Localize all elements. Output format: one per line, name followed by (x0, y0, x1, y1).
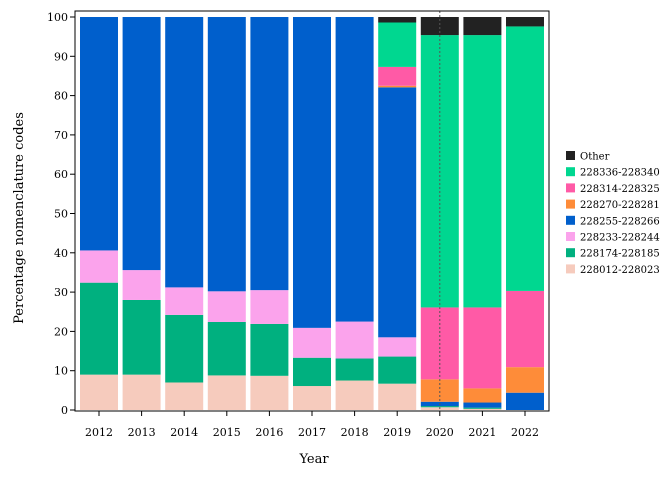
y-tick-label: 70 (54, 129, 68, 142)
x-tick-label: 2016 (255, 426, 283, 439)
x-axis: 2012 2013 2014 2015 2016 2017 2018 2019 2020 2021… (85, 411, 539, 439)
bar-segment-2022-228314-228325 (506, 290, 544, 368)
bar-segment-2019-228270-228281 (378, 85, 417, 88)
bar-segment-2021-228012-228023 (463, 408, 502, 410)
legend-label: 228233-228244 (580, 233, 660, 244)
bar-segment-2019-228174-228185 (378, 356, 417, 384)
x-tick-label: 2022 (511, 426, 539, 439)
bar-segment-2017-228012-228023 (293, 386, 331, 410)
bar-segment-2021-228255-228266 (463, 402, 502, 408)
y-axis: 0 10 20 30 40 50 60 70 80 90 100 (47, 11, 75, 417)
x-tick-label: 2012 (85, 426, 113, 439)
bar-segment-2014-228012-228023 (165, 382, 204, 410)
x-tick-label: 2014 (170, 426, 198, 439)
bar-segment-2013-228233-228244 (122, 270, 161, 300)
bar-segment-2020-other (420, 17, 459, 36)
y-tick-label: 40 (54, 247, 68, 260)
bar-segment-2013-228012-228023 (122, 374, 161, 410)
bar-segment-2018-228255-228266 (335, 17, 374, 322)
y-tick-label: 60 (54, 168, 68, 181)
x-tick-label: 2018 (341, 426, 369, 439)
bar-segment-2014-228255-228266 (165, 17, 204, 288)
bar-segment-2022-228270-228281 (506, 367, 544, 393)
bar-segment-2012-228174-228185 (80, 282, 118, 375)
bar-segment-2018-228174-228185 (335, 358, 374, 381)
legend-swatch (566, 151, 575, 160)
y-tick-label: 10 (54, 365, 68, 378)
bar-segment-2012-228255-228266 (80, 17, 118, 251)
bar-segment-2019-other (378, 17, 417, 23)
bar-segment-2015-228233-228244 (207, 291, 246, 322)
bar-segment-2018-228012-228023 (335, 380, 374, 410)
y-tick-label: 50 (54, 208, 68, 221)
bar-segment-2016-228012-228023 (250, 375, 289, 410)
x-tick-label: 2013 (128, 426, 156, 439)
x-tick-label: 2015 (213, 426, 241, 439)
bar-segment-2019-228336-228340 (378, 22, 417, 67)
bar-segment-2021-other (463, 17, 502, 36)
bar-segment-2016-228233-228244 (250, 290, 289, 324)
x-tick-label: 2021 (468, 426, 496, 439)
x-tick-label: 2020 (426, 426, 454, 439)
bar-segment-2021-228314-228325 (463, 307, 502, 389)
bar-segment-2021-228336-228340 (463, 35, 502, 308)
legend-label: 228336-228340 (580, 168, 660, 179)
bar-segment-2012-228233-228244 (80, 250, 118, 283)
bar-segment-2021-228270-228281 (463, 388, 502, 403)
bar-segment-2012-228012-228023 (80, 374, 118, 410)
bar-segment-2020-228174-228185 (420, 406, 459, 408)
legend-label: 228270-228281 (580, 200, 660, 211)
legend-label: Other (580, 152, 610, 163)
y-tick-label: 30 (54, 286, 68, 299)
bar-segment-2015-228255-228266 (207, 17, 246, 292)
legend-swatch (566, 215, 575, 225)
legend-label: 228012-228023 (580, 265, 660, 276)
bar-segment-2022-other (506, 17, 544, 27)
y-axis-title: Percentage nomenclature codes (12, 112, 27, 324)
bar-segment-2016-228255-228266 (250, 17, 289, 291)
bar-segment-2016-228174-228185 (250, 323, 289, 376)
bar-segment-2013-228174-228185 (122, 299, 161, 375)
bar-segment-2015-228174-228185 (207, 321, 246, 376)
bar-segment-2017-228174-228185 (293, 357, 331, 387)
bar-segment-2022-228336-228340 (506, 26, 544, 291)
legend: Other 228336-228340 228314-228325 228270-22… (566, 151, 660, 276)
legend-label: 228255-228266 (580, 216, 660, 227)
bar-segment-2017-228255-228266 (293, 17, 331, 328)
x-tick-label: 2017 (298, 426, 326, 439)
bar-segment-2021-228174-228185 (463, 407, 502, 409)
legend-label: 228174-228185 (580, 249, 660, 260)
legend-swatch (566, 232, 575, 241)
y-tick-label: 100 (47, 11, 68, 24)
y-tick-label: 20 (54, 325, 68, 338)
bar-segment-2019-228012-228023 (378, 383, 417, 410)
bar-segment-2017-228233-228244 (293, 327, 331, 358)
legend-swatch (566, 183, 575, 193)
legend-swatch (566, 167, 575, 177)
y-tick-label: 0 (61, 404, 68, 417)
bar-segment-2019-228255-228266 (378, 87, 417, 338)
y-tick-label: 80 (54, 90, 68, 103)
bar-segment-2013-228255-228266 (122, 17, 161, 271)
bars-layer (80, 17, 544, 410)
bar-segment-2020-228270-228281 (420, 379, 459, 402)
bar-segment-2014-228233-228244 (165, 287, 204, 315)
bar-segment-2015-228012-228023 (207, 375, 246, 410)
x-axis-title: Year (298, 452, 329, 467)
bar-segment-2014-228174-228185 (165, 314, 204, 383)
legend-swatch (566, 248, 575, 258)
legend-label: 228314-228325 (580, 184, 660, 195)
bar-segment-2018-228233-228244 (335, 321, 374, 359)
legend-swatch (566, 199, 575, 209)
bar-segment-2019-228314-228325 (378, 66, 417, 86)
legend-swatch (566, 264, 575, 274)
bar-segment-2019-228233-228244 (378, 337, 417, 357)
x-tick-label: 2019 (383, 426, 411, 439)
y-tick-label: 90 (54, 50, 68, 63)
bar-segment-2022-228255-228266 (506, 392, 544, 410)
